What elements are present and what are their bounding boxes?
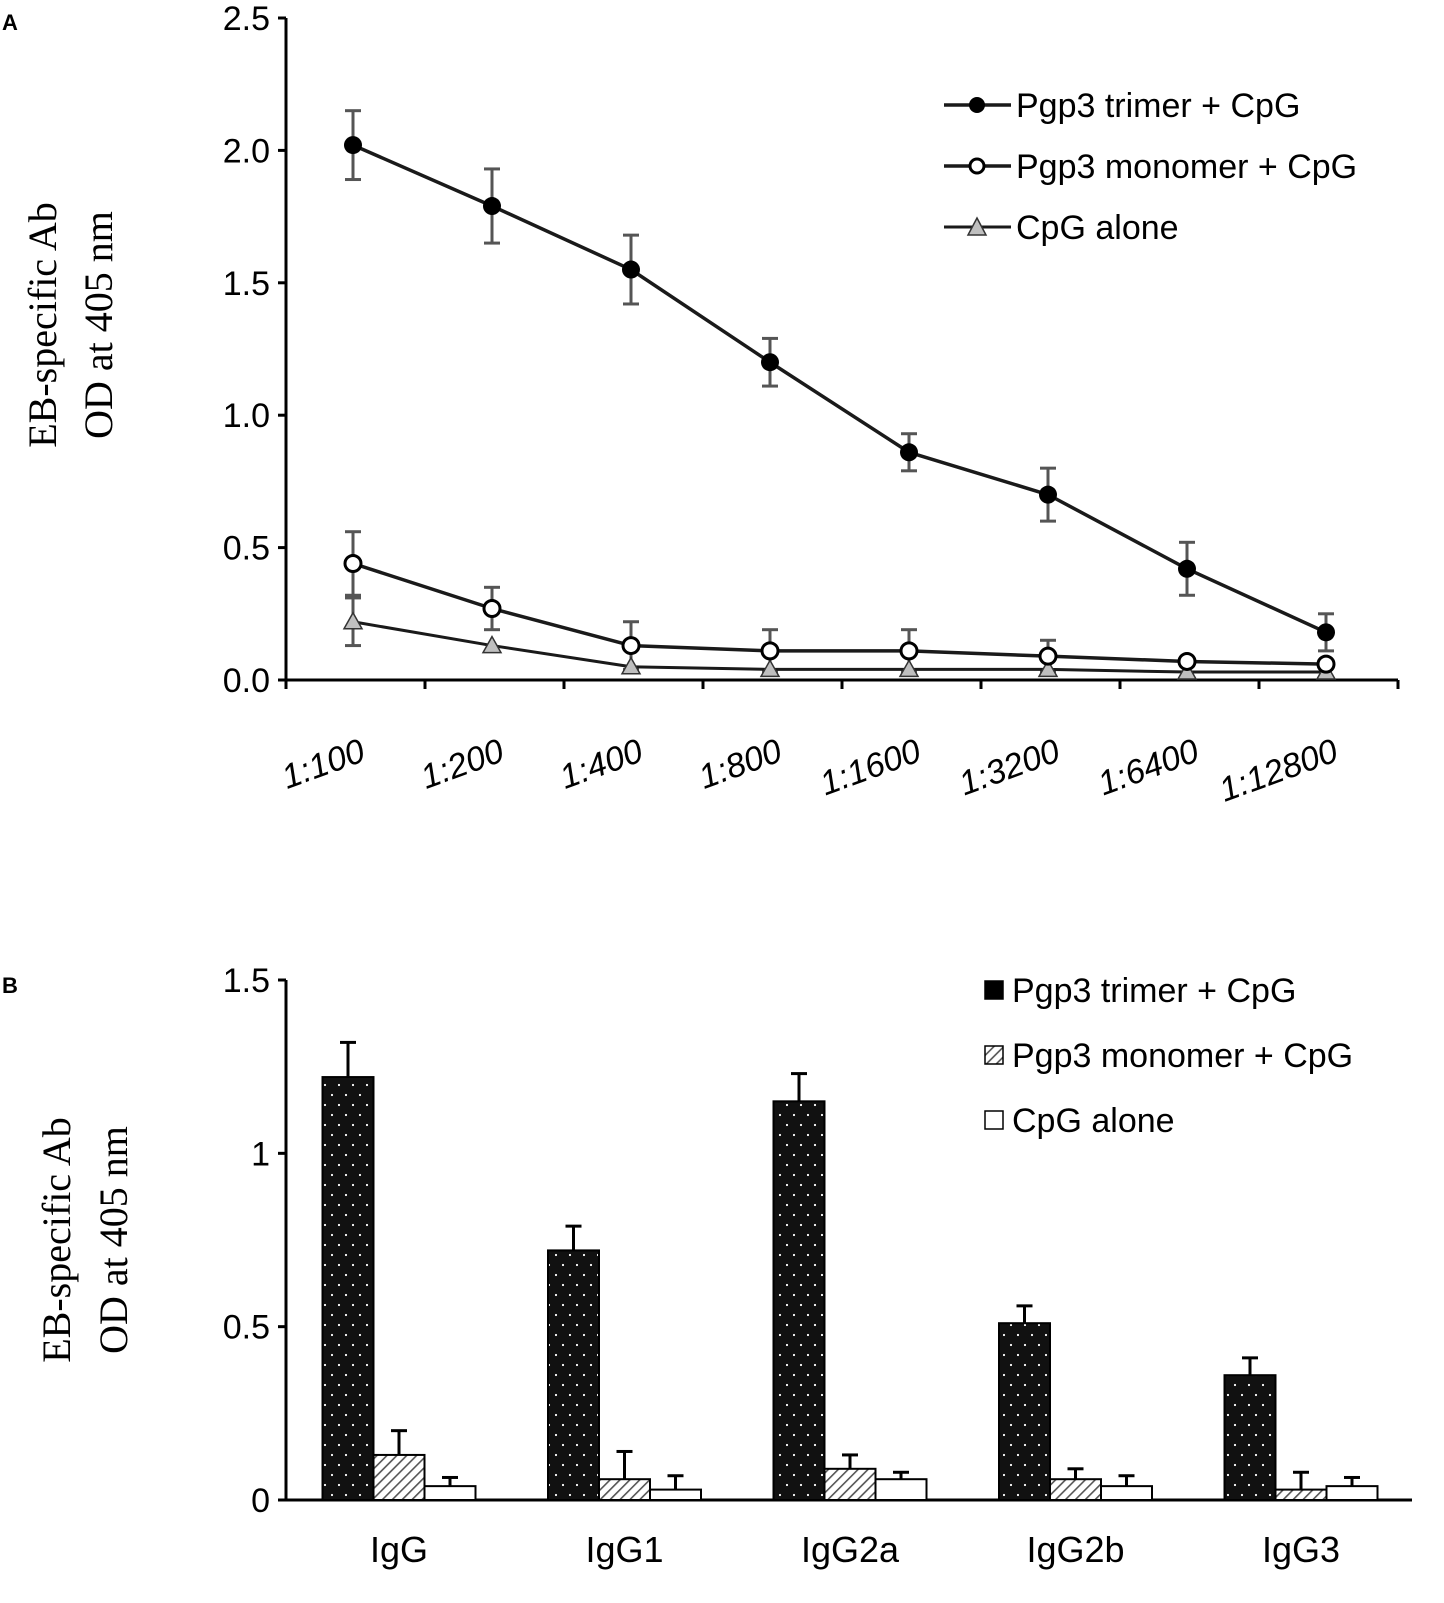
legend-b-swatch-monomer (984, 1045, 1004, 1065)
b-bar-pgp3-trimer-cpg (321, 1076, 375, 1501)
b-bar-pgp3-trimer-cpg (998, 1322, 1051, 1501)
a-xtick-label: 1:3200 (954, 732, 1065, 803)
a-point-pgp3-monomer-cpg (1177, 651, 1197, 671)
legend-a-cpg: CpG alone (1016, 209, 1179, 247)
b-ytick-label: 1.5 (223, 962, 270, 1000)
a-xtick-label: 1:6400 (1093, 732, 1204, 803)
a-series-line-pgp3-trimer-cpg (352, 143, 1327, 634)
panel-a-label: A (2, 10, 18, 35)
b-bar-pgp3-monomer-cpg (1274, 1488, 1328, 1501)
a-ytick-label: 1.5 (223, 265, 270, 303)
a-point-cpg-alone (1176, 661, 1198, 680)
legend-b-monomer: Pgp3 monomer + CpG (1012, 1037, 1353, 1075)
b-bar-pgp3-monomer-cpg (1049, 1478, 1102, 1501)
legend-a-marker-cpg (966, 216, 988, 236)
b-ytick-label: 1 (251, 1135, 270, 1173)
a-point-pgp3-trimer-cpg (622, 260, 640, 279)
a-point-pgp3-trimer-cpg (344, 136, 362, 155)
a-point-pgp3-trimer-cpg (1039, 485, 1057, 504)
a-xtick-label: 1:800 (694, 732, 787, 797)
b-xtick-label: IgG2b (1026, 1529, 1124, 1570)
a-point-pgp3-trimer-cpg (761, 353, 779, 372)
panel-b: B EB-specific Ab OD at 405 nm 0 0.5 1 1.5 I… (2, 962, 1412, 1570)
legend-b-trimer: Pgp3 trimer + CpG (1012, 972, 1296, 1010)
a-point-pgp3-monomer-cpg (760, 641, 780, 661)
a-point-cpg-alone (620, 656, 642, 675)
b-ytick-label: 0 (251, 1482, 270, 1520)
a-ytick-label: 0.5 (223, 530, 270, 568)
legend-a-monomer: Pgp3 monomer + CpG (1016, 148, 1357, 186)
a-series-line-pgp3-monomer-cpg (352, 561, 1327, 666)
b-bar-cpg-alone (874, 1478, 928, 1501)
a-point-pgp3-trimer-cpg (1178, 559, 1196, 578)
a-point-pgp3-monomer-cpg (1038, 646, 1058, 666)
a-point-cpg-alone (759, 658, 781, 678)
b-bar-pgp3-trimer-cpg (772, 1100, 826, 1502)
b-xtick-label: IgG (370, 1529, 428, 1570)
a-xtick-label: 1:12800 (1214, 732, 1343, 810)
a-point-pgp3-monomer-cpg (1316, 654, 1336, 674)
b-bar-pgp3-monomer-cpg (372, 1453, 426, 1502)
panel-b-label: B (2, 973, 18, 998)
panel-a-legend: Pgp3 trimer + CpG Pgp3 monomer + CpG CpG… (944, 87, 1357, 247)
panel-b-ylabel-line2: OD at 405 nm (91, 1126, 136, 1354)
panel-a-ylabel-line1: EB-specific Ab (20, 202, 65, 448)
a-point-pgp3-monomer-cpg (482, 599, 502, 619)
a-ytick-label: 2.0 (223, 132, 270, 170)
a-ytick-label: 2.5 (223, 0, 270, 38)
a-point-cpg-alone (898, 658, 920, 678)
a-xtick-label: 1:100 (277, 732, 370, 797)
legend-b-swatch-trimer (984, 980, 1004, 1000)
legend-a-marker-trimer (969, 97, 985, 113)
b-bar-pgp3-trimer-cpg (547, 1249, 600, 1502)
legend-b-swatch-cpg (984, 1110, 1004, 1130)
a-xtick-label: 1:1600 (815, 732, 926, 803)
panel-a-ylabel-line2: OD at 405 nm (76, 211, 121, 439)
b-bar-cpg-alone (423, 1485, 477, 1501)
a-point-pgp3-trimer-cpg (1317, 623, 1335, 642)
a-series-line-cpg-alone (352, 620, 1326, 674)
panel-b-legend: Pgp3 trimer + CpG Pgp3 monomer + CpG CpG… (984, 972, 1353, 1140)
a-point-cpg-alone (481, 635, 503, 654)
b-bar-cpg-alone (649, 1488, 702, 1501)
b-bar-cpg-alone (1100, 1485, 1153, 1501)
legend-a-trimer: Pgp3 trimer + CpG (1016, 87, 1300, 125)
b-xtick-label: IgG3 (1262, 1529, 1340, 1570)
a-point-pgp3-monomer-cpg (899, 641, 919, 661)
panel-a: A EB-specific Ab OD at 405 nm 0.0 0.5 1.0 1… (2, 0, 1400, 810)
a-point-cpg-alone (342, 611, 364, 630)
b-bar-pgp3-monomer-cpg (823, 1467, 877, 1502)
a-xtick-label: 1:400 (555, 732, 648, 797)
b-xtick-label: IgG1 (585, 1529, 663, 1570)
a-ytick-label: 0.0 (223, 662, 270, 700)
a-point-cpg-alone (1037, 658, 1059, 678)
a-point-pgp3-trimer-cpg (900, 443, 918, 462)
b-bar-pgp3-trimer-cpg (1223, 1374, 1277, 1501)
panel-b-ylabel-line1: EB-specific Ab (34, 1117, 79, 1363)
b-ytick-label: 0.5 (223, 1309, 270, 1347)
a-point-pgp3-trimer-cpg (483, 197, 501, 216)
a-xtick-label: 1:200 (416, 732, 509, 797)
b-xtick-label: IgG2a (801, 1529, 900, 1570)
a-point-pgp3-monomer-cpg (343, 553, 363, 573)
legend-b-cpg: CpG alone (1012, 1102, 1175, 1140)
b-bar-pgp3-monomer-cpg (598, 1478, 651, 1501)
a-ytick-label: 1.0 (223, 397, 270, 435)
legend-a-marker-monomer (968, 157, 986, 175)
a-point-pgp3-monomer-cpg (621, 636, 641, 656)
b-bar-cpg-alone (1325, 1485, 1379, 1501)
